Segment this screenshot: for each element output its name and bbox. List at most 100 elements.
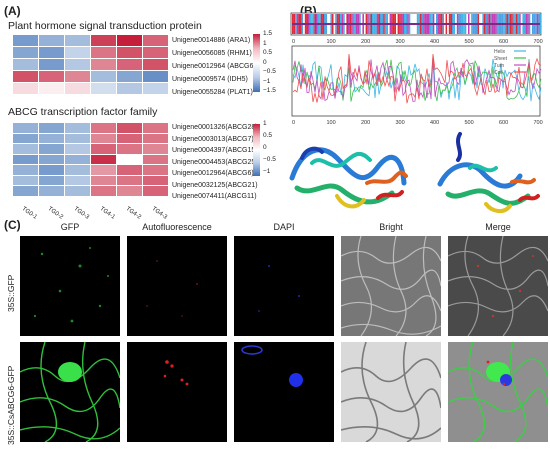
channel-title-autofluorescence: Autofluorescence bbox=[142, 222, 212, 232]
micrograph-gfp-row1 bbox=[20, 236, 120, 336]
heatmap-cell bbox=[142, 70, 169, 83]
row-title-35s-gfp: 35S::GFP bbox=[6, 274, 16, 312]
heatmap-cell bbox=[142, 174, 169, 186]
micrograph-bright-row1 bbox=[341, 236, 441, 336]
profile-series-helix bbox=[292, 55, 542, 102]
sample-label: TG4-2 bbox=[124, 206, 142, 221]
heatmap-top bbox=[12, 34, 169, 95]
gene-label: Unigene0003013(ABCG7) bbox=[172, 135, 254, 143]
colorbar-tick: 0 bbox=[263, 144, 267, 151]
heatmap-cell bbox=[12, 46, 39, 59]
profile-tick: 700 bbox=[534, 120, 543, 126]
track-segment bbox=[540, 14, 542, 34]
protein-3d-model-right bbox=[437, 132, 540, 213]
heatmap-cell bbox=[38, 143, 65, 155]
legend-coil: Coil bbox=[494, 70, 503, 76]
sample-label: TG0-1 bbox=[20, 206, 38, 221]
profile-tick: 300 bbox=[396, 120, 405, 126]
heatmap-cell bbox=[90, 58, 117, 71]
merge-localization bbox=[448, 342, 548, 442]
profile-legend: Helix Sheet Turn Coil bbox=[494, 49, 526, 76]
heatmap-cell bbox=[12, 185, 39, 197]
heatmap-cell bbox=[142, 153, 169, 165]
micrograph-merge-row1 bbox=[448, 236, 548, 336]
heatmap-cell bbox=[38, 185, 65, 197]
heatmap-cell bbox=[116, 164, 143, 176]
autofluorescence-spots bbox=[146, 260, 198, 317]
heatmap-bottom-title: ABCG transcription factor family bbox=[8, 106, 158, 118]
profile-tick: 200 bbox=[361, 120, 370, 126]
heatmap-cell bbox=[38, 70, 65, 83]
colorbar-tick: −1 bbox=[263, 168, 271, 175]
heatmap-top-title: Plant hormone signal transduction protei… bbox=[8, 20, 202, 32]
heatmap-cell bbox=[64, 164, 91, 176]
gfp-spots bbox=[33, 247, 109, 323]
heatmap-cell bbox=[116, 143, 143, 155]
gene-label: Unigene0012964(ABCG6) bbox=[172, 170, 254, 177]
heatmap-cell bbox=[142, 132, 169, 144]
row-title-35s-csabcg6-gfp: 35S::CsABCG6-GFP bbox=[6, 365, 16, 445]
heatmap-cell bbox=[12, 164, 39, 176]
heatmap-cell bbox=[90, 70, 117, 83]
heatmap-bottom-grid bbox=[12, 122, 169, 197]
heatmap-cell bbox=[90, 46, 117, 59]
profile-tick: 600 bbox=[499, 120, 508, 126]
heatmap-cell bbox=[64, 58, 91, 71]
heatmap-cell bbox=[12, 122, 39, 134]
heatmap-cell bbox=[116, 58, 143, 71]
heatmap-cell bbox=[64, 143, 91, 155]
gfp-membrane bbox=[20, 342, 120, 442]
heatmap-cell bbox=[90, 153, 117, 165]
track-tick: 300 bbox=[396, 39, 405, 45]
micrograph-dapi-row2 bbox=[234, 342, 334, 442]
heatmap-cell bbox=[142, 164, 169, 176]
heatmap-cell bbox=[116, 153, 143, 165]
colorbar-tick: 0 bbox=[263, 58, 267, 66]
heatmap-bottom-colorbar-ticks: 1 0.5 0 −0.5 −1 bbox=[263, 120, 276, 180]
heatmap-bottom-colorbar bbox=[253, 124, 260, 176]
heatmap-cell bbox=[12, 174, 39, 186]
dapi-nucleus bbox=[241, 345, 303, 387]
heatmap-top-colorbar-ticks: 1.5 1 0.5 0 −0.5 −1 −1.5 bbox=[263, 30, 276, 97]
heatmap-cell bbox=[64, 82, 91, 95]
colorbar-tick: 1 bbox=[263, 39, 267, 47]
heatmap-cell bbox=[12, 70, 39, 83]
heatmap-cell bbox=[64, 174, 91, 186]
heatmap-cell bbox=[64, 132, 91, 144]
heatmap-cell bbox=[38, 58, 65, 71]
micrograph-autofluorescence-row1 bbox=[127, 236, 227, 336]
track-tick: 200 bbox=[361, 39, 370, 45]
secondary-structure-track: 0 100 200 300 400 500 600 700 bbox=[290, 12, 543, 45]
colorbar-tick: 1 bbox=[263, 120, 267, 127]
panel-c-label: (C) bbox=[4, 218, 21, 232]
legend-helix: Helix bbox=[494, 49, 506, 55]
heatmap-cell bbox=[142, 34, 169, 47]
heatmap-cell bbox=[90, 185, 117, 197]
gene-label: Unigene0004397(ABCG15) bbox=[172, 147, 258, 154]
heatmap-cell bbox=[64, 153, 91, 165]
heatmap-cell bbox=[64, 70, 91, 83]
heatmap-cell bbox=[12, 34, 39, 47]
heatmap-cell bbox=[38, 82, 65, 95]
heatmap-cell bbox=[142, 46, 169, 59]
micrograph-autofluorescence-row2 bbox=[127, 342, 227, 442]
heatmap-cell bbox=[116, 46, 143, 59]
heatmap-cell bbox=[90, 174, 117, 186]
heatmap-cell bbox=[38, 132, 65, 144]
channel-title-merge: Merge bbox=[485, 222, 511, 232]
profile-tick: 0 bbox=[292, 120, 295, 126]
heatmap-cell bbox=[142, 82, 169, 95]
gene-label: Unigene0032125(ABCG21) bbox=[172, 181, 258, 189]
channel-title-dapi: DAPI bbox=[273, 222, 295, 232]
track-tick: 400 bbox=[430, 39, 439, 45]
heatmap-cell bbox=[90, 82, 117, 95]
profile-tick: 400 bbox=[430, 120, 439, 126]
legend-turn: Turn bbox=[494, 63, 504, 69]
gene-label: Unigene0009574 (IDH5) bbox=[172, 76, 248, 83]
colorbar-tick: 0.5 bbox=[263, 132, 273, 139]
colorbar-tick: −0.5 bbox=[263, 68, 276, 75]
merge-cells bbox=[448, 236, 548, 336]
sample-label: TG4-1 bbox=[98, 206, 116, 221]
colorbar-tick: −0.5 bbox=[263, 156, 276, 163]
heatmap-cell bbox=[116, 185, 143, 197]
